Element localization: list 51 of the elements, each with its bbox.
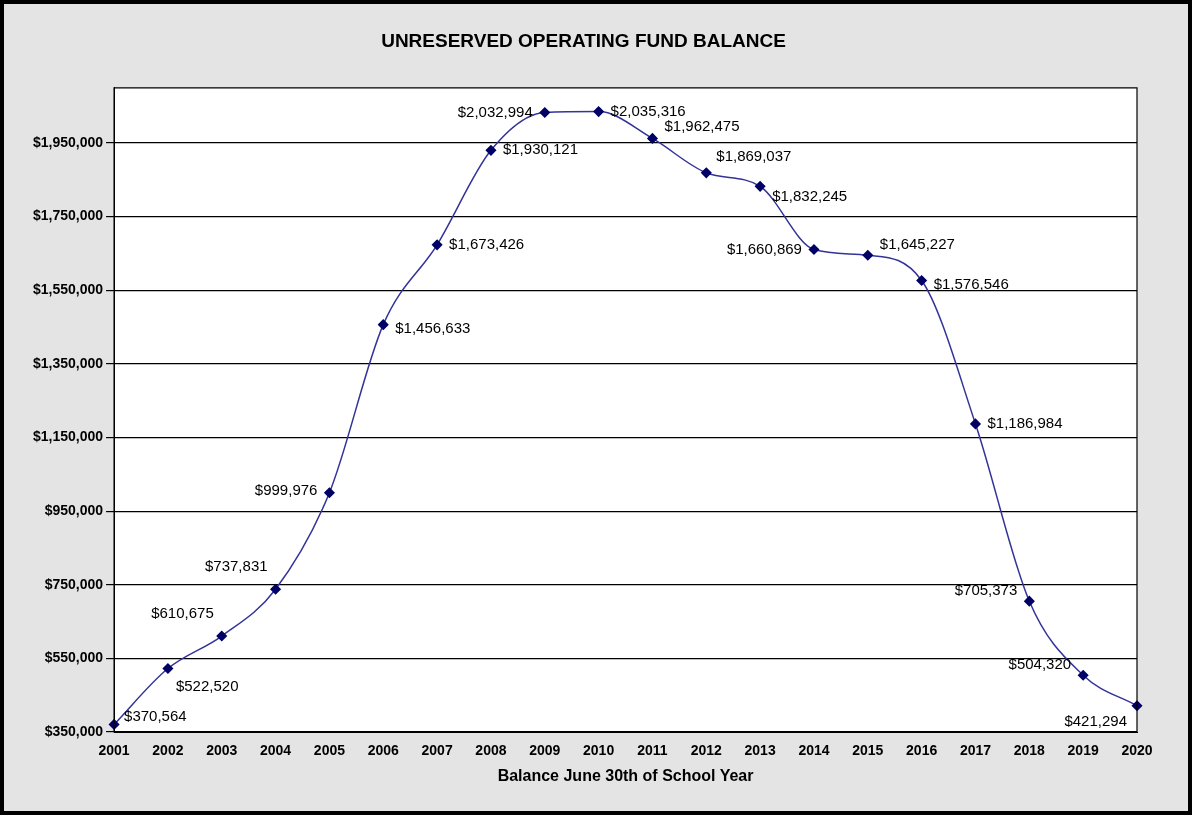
data-label: $1,832,245 — [772, 186, 848, 204]
x-tick-label: 2019 — [1067, 742, 1099, 759]
data-label: $522,520 — [175, 676, 239, 694]
x-tick-label: 2005 — [313, 742, 346, 759]
data-label: $610,675 — [151, 604, 214, 622]
x-tick-label: 2014 — [798, 742, 830, 759]
x-tick-label: 2020 — [1121, 742, 1153, 759]
y-tick-label: $1,550,000 — [32, 281, 104, 298]
x-tick-label: 2006 — [367, 742, 400, 759]
y-tick-label: $1,950,000 — [32, 133, 104, 150]
x-tick-label: 2004 — [260, 742, 292, 759]
x-tick-label: 2013 — [744, 742, 776, 759]
data-label: $1,456,633 — [395, 318, 471, 336]
x-tick-label: 2010 — [583, 742, 615, 759]
y-tick-label: $1,350,000 — [32, 354, 104, 371]
data-label: $1,930,121 — [502, 140, 579, 158]
data-label: $1,645,227 — [879, 235, 955, 253]
data-label: $421,294 — [1064, 711, 1127, 729]
data-label: $504,320 — [1008, 655, 1072, 673]
x-tick-label: 2011 — [637, 742, 668, 759]
data-label: $2,032,994 — [457, 102, 533, 120]
data-label: $1,576,546 — [933, 274, 1009, 292]
data-label: $999,976 — [254, 480, 318, 498]
data-label: $705,373 — [954, 581, 1018, 599]
x-tick-label: 2002 — [152, 742, 184, 759]
data-label: $1,673,426 — [449, 234, 525, 252]
data-label: $737,831 — [205, 557, 268, 575]
data-label: $1,962,475 — [664, 116, 740, 134]
x-tick-label: 2009 — [529, 742, 561, 759]
data-label: $370,564 — [124, 706, 187, 724]
x-tick-label: 2018 — [1013, 742, 1046, 759]
y-tick-label: $1,750,000 — [32, 207, 104, 224]
data-label: $1,186,984 — [987, 414, 1063, 432]
y-tick-label: $950,000 — [44, 501, 104, 518]
data-label: $1,869,037 — [716, 146, 792, 164]
x-tick-label: 2008 — [475, 742, 507, 759]
data-label: $1,660,869 — [726, 239, 802, 257]
chart-title: UNRESERVED OPERATING FUND BALANCE — [381, 29, 786, 51]
x-tick-label: 2016 — [906, 742, 938, 759]
x-tick-label: 2007 — [421, 742, 453, 759]
x-tick-label: 2017 — [959, 742, 992, 759]
x-axis-title: Balance June 30th of School Year — [497, 766, 754, 784]
y-tick-label: $350,000 — [44, 722, 104, 739]
x-tick-label: 2001 — [98, 742, 130, 759]
y-tick-label: $550,000 — [44, 649, 104, 666]
x-tick-label: 2012 — [690, 742, 723, 759]
x-tick-label: 2003 — [206, 742, 238, 759]
data-label: $2,035,316 — [610, 101, 686, 119]
y-tick-label: $1,150,000 — [32, 428, 104, 445]
y-tick-label: $750,000 — [44, 575, 104, 592]
x-tick-label: 2015 — [852, 742, 884, 759]
